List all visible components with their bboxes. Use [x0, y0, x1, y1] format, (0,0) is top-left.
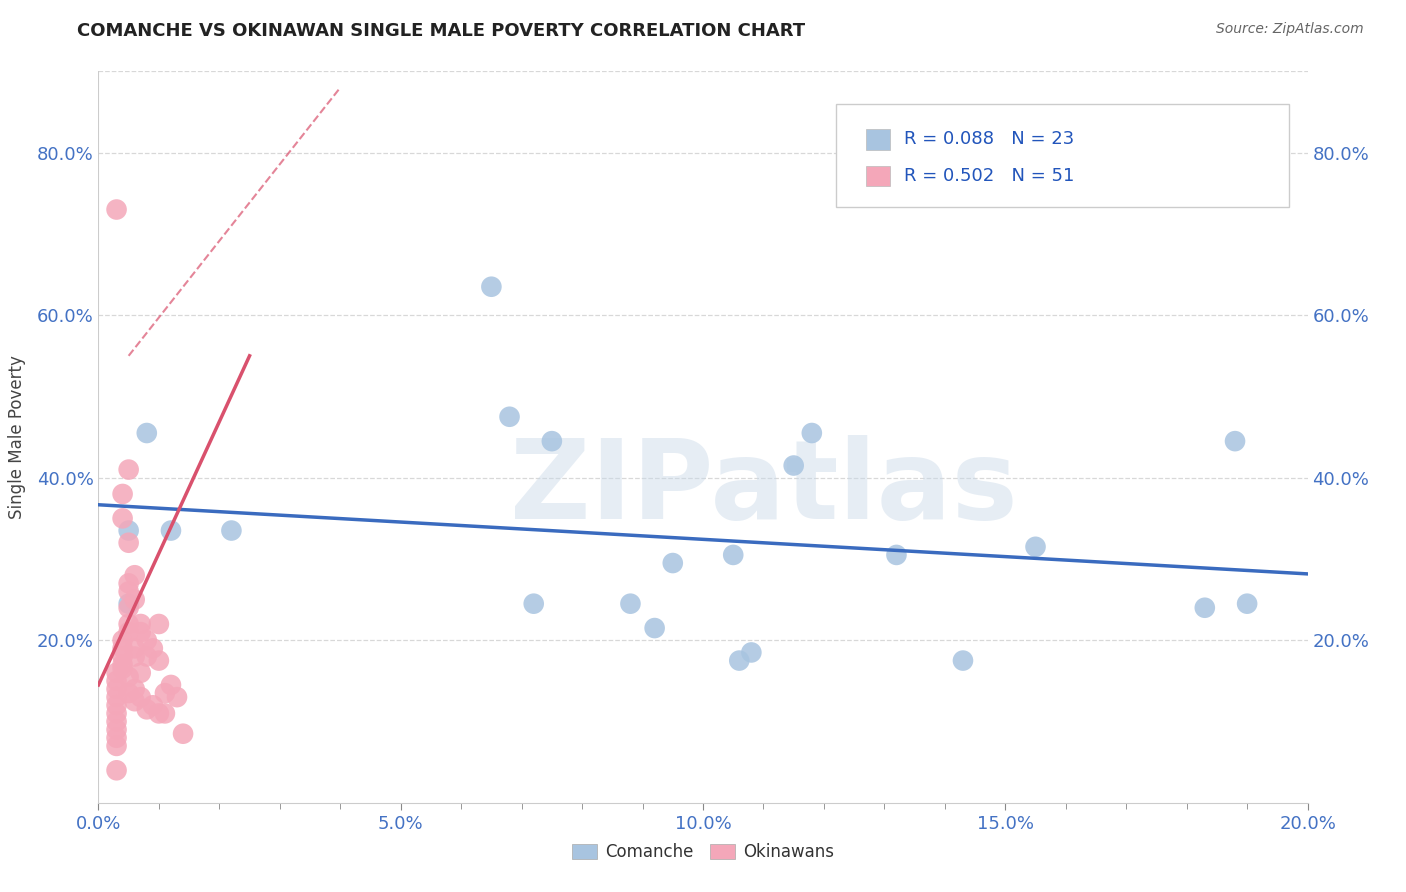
Point [105, 764, 128, 778]
Point [118, 462, 141, 476]
Legend: Comanche, Okinawans: Comanche, Okinawans [565, 837, 841, 868]
Point [118, 535, 141, 549]
Point [111, 649, 134, 664]
Point [148, 617, 170, 632]
Point [105, 731, 128, 745]
Point [124, 694, 146, 708]
Point [172, 727, 194, 741]
Point [118, 584, 141, 599]
Point [129, 665, 152, 680]
Point [105, 665, 128, 680]
Point [481, 279, 503, 293]
Point [160, 678, 183, 692]
Point [118, 600, 141, 615]
Point [166, 690, 188, 705]
Point [118, 625, 141, 640]
Text: R = 0.502   N = 51: R = 0.502 N = 51 [904, 167, 1074, 185]
Point [105, 681, 128, 696]
FancyBboxPatch shape [866, 166, 890, 186]
Point [1194, 600, 1216, 615]
Point [118, 597, 141, 611]
Point [728, 654, 751, 668]
Point [105, 714, 128, 729]
Point [111, 633, 134, 648]
Point [111, 641, 134, 656]
Point [105, 706, 128, 721]
Text: R = 0.088   N = 23: R = 0.088 N = 23 [904, 130, 1074, 148]
Point [105, 202, 128, 217]
Point [105, 698, 128, 713]
Point [111, 487, 134, 501]
Point [111, 511, 134, 525]
Point [952, 654, 974, 668]
Point [540, 434, 562, 449]
Point [153, 706, 176, 721]
Point [135, 425, 157, 440]
Text: ZIPatlas: ZIPatlas [509, 434, 1018, 541]
Point [523, 597, 546, 611]
Point [142, 698, 165, 713]
Point [723, 548, 745, 562]
Point [129, 690, 152, 705]
Point [661, 556, 683, 570]
Point [124, 641, 146, 656]
Point [111, 657, 134, 672]
Point [129, 625, 152, 640]
Point [105, 673, 128, 688]
Point [135, 649, 157, 664]
Point [148, 654, 170, 668]
Point [221, 524, 243, 538]
Point [153, 686, 176, 700]
Point [498, 409, 520, 424]
Point [142, 641, 165, 656]
Point [124, 592, 146, 607]
Point [105, 723, 128, 737]
Point [800, 425, 823, 440]
Point [135, 633, 157, 648]
Point [886, 548, 908, 562]
Point [111, 662, 134, 676]
Point [105, 739, 128, 753]
Point [644, 621, 666, 635]
Point [1223, 434, 1246, 449]
Point [118, 524, 141, 538]
Point [118, 686, 141, 700]
Text: Source: ZipAtlas.com: Source: ZipAtlas.com [1216, 22, 1364, 37]
Point [118, 617, 141, 632]
Point [124, 568, 146, 582]
Text: COMANCHE VS OKINAWAN SINGLE MALE POVERTY CORRELATION CHART: COMANCHE VS OKINAWAN SINGLE MALE POVERTY… [77, 22, 806, 40]
Point [105, 690, 128, 705]
Point [1024, 540, 1046, 554]
Point [783, 458, 806, 473]
Point [118, 670, 141, 684]
Point [124, 681, 146, 696]
Y-axis label: Single Male Poverty: Single Male Poverty [7, 355, 25, 519]
Point [148, 706, 170, 721]
Point [740, 645, 762, 659]
Point [129, 617, 152, 632]
Point [118, 576, 141, 591]
FancyBboxPatch shape [866, 129, 890, 150]
Point [619, 597, 641, 611]
Point [1236, 597, 1258, 611]
FancyBboxPatch shape [837, 104, 1289, 207]
Point [160, 524, 183, 538]
Point [135, 702, 157, 716]
Point [124, 649, 146, 664]
